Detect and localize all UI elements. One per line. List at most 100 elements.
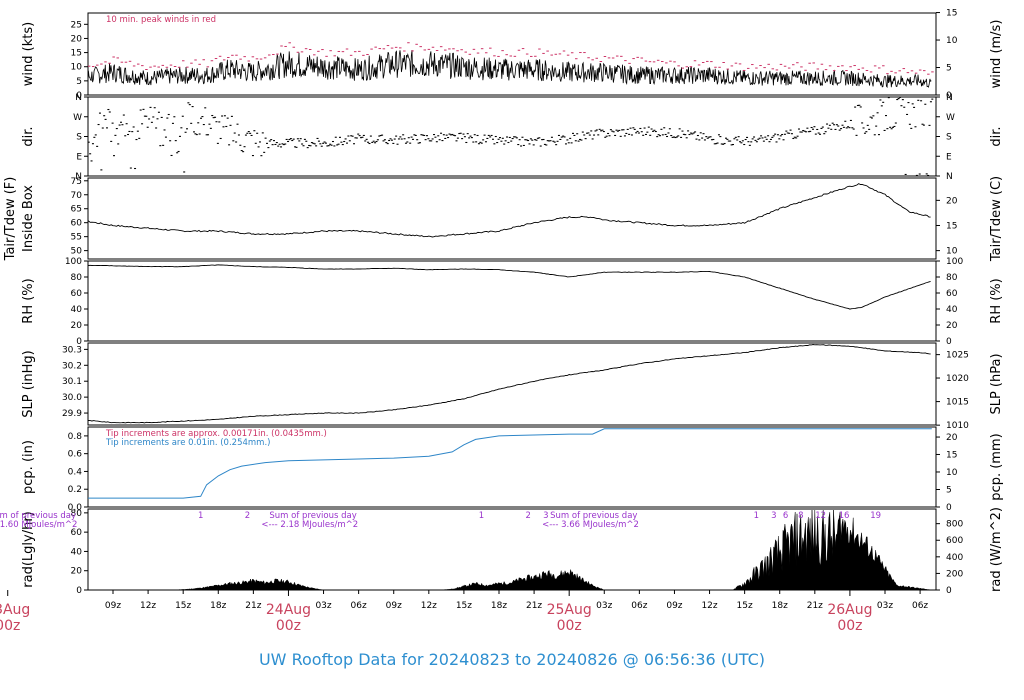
right-tick-label: 1020 <box>946 374 969 384</box>
right-tick-label: 0 <box>946 91 952 101</box>
ylabel-left: Tair/Tdew (F) <box>3 177 18 262</box>
right-tick-label: 10 <box>946 468 958 478</box>
panel-frame <box>87 177 937 260</box>
left-tick-label: N <box>75 172 82 182</box>
day-label-time: 00z <box>837 618 862 634</box>
day-label-time: 00z <box>557 618 582 634</box>
right-tick-label: N <box>946 93 953 103</box>
ylabel-left-2: Inside Box <box>21 185 36 252</box>
left-tick-label: W <box>73 113 82 123</box>
right-tick-label: 1010 <box>946 421 969 431</box>
tip-count-label: 12 <box>815 511 826 521</box>
pcp-annotation: Tip increments are 0.01in. (0.254mm.) <box>105 438 270 448</box>
right-tick-label: 15 <box>946 450 957 460</box>
x-tick-label: 21z <box>526 601 542 611</box>
ylabel-left: SLP (inHg) <box>21 350 36 418</box>
ylabel-left: rad(Lgly/hr) <box>21 511 36 587</box>
right-tick-label: 0 <box>946 503 952 513</box>
day-label-date: 25Aug <box>547 602 592 618</box>
x-tick-label: 15z <box>456 601 472 611</box>
left-tick-label: 20 <box>71 34 83 44</box>
left-tick-label: 100 <box>65 257 82 267</box>
left-tick-label: 15 <box>71 49 82 59</box>
panel-frame <box>87 12 937 96</box>
ylabel-left: wind (kts) <box>21 22 36 86</box>
right-tick-label: 20 <box>946 321 958 331</box>
left-tick-label: 0.8 <box>68 432 83 442</box>
series-group <box>88 42 934 89</box>
panel-frame <box>87 260 937 342</box>
left-tick-label: 10 <box>71 63 83 73</box>
left-tick-label: 25 <box>71 20 82 30</box>
left-tick-label: 75 <box>71 177 82 187</box>
panel-frame <box>87 96 937 177</box>
left-tick-label: 60 <box>71 528 83 538</box>
left-tick-label: 20 <box>71 321 83 331</box>
right-tick-label: 15 <box>946 221 957 231</box>
temp-series <box>88 183 931 238</box>
ylabel-right: Tair/Tdew (C) <box>989 176 1004 262</box>
panel-wind: 0 5 10 15 20 25 0 5 10 15 wind (kts) wind (m/s) 10 m… <box>21 9 1004 101</box>
x-tick-label: 18z <box>210 601 226 611</box>
x-tick-label: 12z <box>140 601 156 611</box>
tip-count-label: 3 <box>543 511 548 521</box>
ylabel-left: RH (%) <box>21 278 36 323</box>
left-tick-label: 30.1 <box>62 377 82 387</box>
panel-frame <box>87 426 937 508</box>
rad-day-note-line1: Sum of previous day <box>550 511 637 521</box>
right-tick-label: 0 <box>946 337 952 347</box>
series-group <box>88 428 932 499</box>
ylabel-right: SLP (hPa) <box>989 353 1004 414</box>
tip-count-label: 6 <box>783 511 788 521</box>
left-tick-label: 40 <box>71 305 83 315</box>
right-tick-label: 600 <box>946 536 963 546</box>
x-tick-label: 03z <box>877 601 893 611</box>
right-tick-label: 10 <box>946 247 958 257</box>
tip-count-label: 19 <box>870 511 881 521</box>
x-tick-label: 12z <box>701 601 717 611</box>
right-tick-label: 20 <box>946 196 958 206</box>
ylabel-right: rad (W/m^2) <box>989 507 1004 592</box>
left-tick-label: 30.0 <box>62 393 82 403</box>
ylabel-right: RH (%) <box>989 278 1004 323</box>
right-tick-label: 400 <box>946 553 963 563</box>
x-tick-label: 09z <box>666 601 682 611</box>
rad-day-note-line2: <--- 1.60 MJoules/m^2 <box>0 520 77 530</box>
tip-count-label: 3 <box>771 511 776 521</box>
x-tick-label: 03z <box>315 601 331 611</box>
day-label-date: 26Aug <box>827 602 872 618</box>
day-label-time: 00z <box>276 618 301 634</box>
right-tick-label: 10 <box>946 36 958 46</box>
series-group <box>88 344 931 424</box>
x-tick-label: 21z <box>807 601 823 611</box>
chart-title: UW Rooftop Data for 20240823 to 20240826… <box>259 650 765 669</box>
left-tick-label: 0 <box>76 91 82 101</box>
left-tick-label: 60 <box>71 219 83 229</box>
left-tick-label: 0 <box>76 586 82 596</box>
x-tick-label: 18z <box>772 601 788 611</box>
x-tick-label: 09z <box>105 601 121 611</box>
x-tick-label: 15z <box>737 601 753 611</box>
ylabel-left: pcp. (in) <box>21 440 36 494</box>
left-tick-label: 29.9 <box>62 409 82 419</box>
tip-count-label: 16 <box>839 511 850 521</box>
left-tick-label: 55 <box>71 233 82 243</box>
tip-count-label: 2 <box>526 511 531 521</box>
ylabel-left: dir. <box>21 126 36 146</box>
right-tick-label: 80 <box>946 273 958 283</box>
day-label-date: 24Aug <box>266 602 311 618</box>
right-tick-label: 0 <box>946 586 952 596</box>
right-tick-label: 20 <box>946 433 958 443</box>
ylabel-right: dir. <box>989 126 1004 146</box>
panel-slp: 29.9 30.0 30.1 30.2 30.3 1010 1015 1020 1025 SLP … <box>21 342 1004 431</box>
right-tick-label: 200 <box>946 569 963 579</box>
left-tick-label: 5 <box>76 77 82 87</box>
ylabel-right: pcp. (mm) <box>989 433 1004 500</box>
right-tick-label: E <box>946 152 952 162</box>
x-tick-label: 03z <box>596 601 612 611</box>
series-group <box>88 509 932 590</box>
series-group <box>88 183 931 238</box>
left-tick-label: 0.4 <box>68 467 83 477</box>
